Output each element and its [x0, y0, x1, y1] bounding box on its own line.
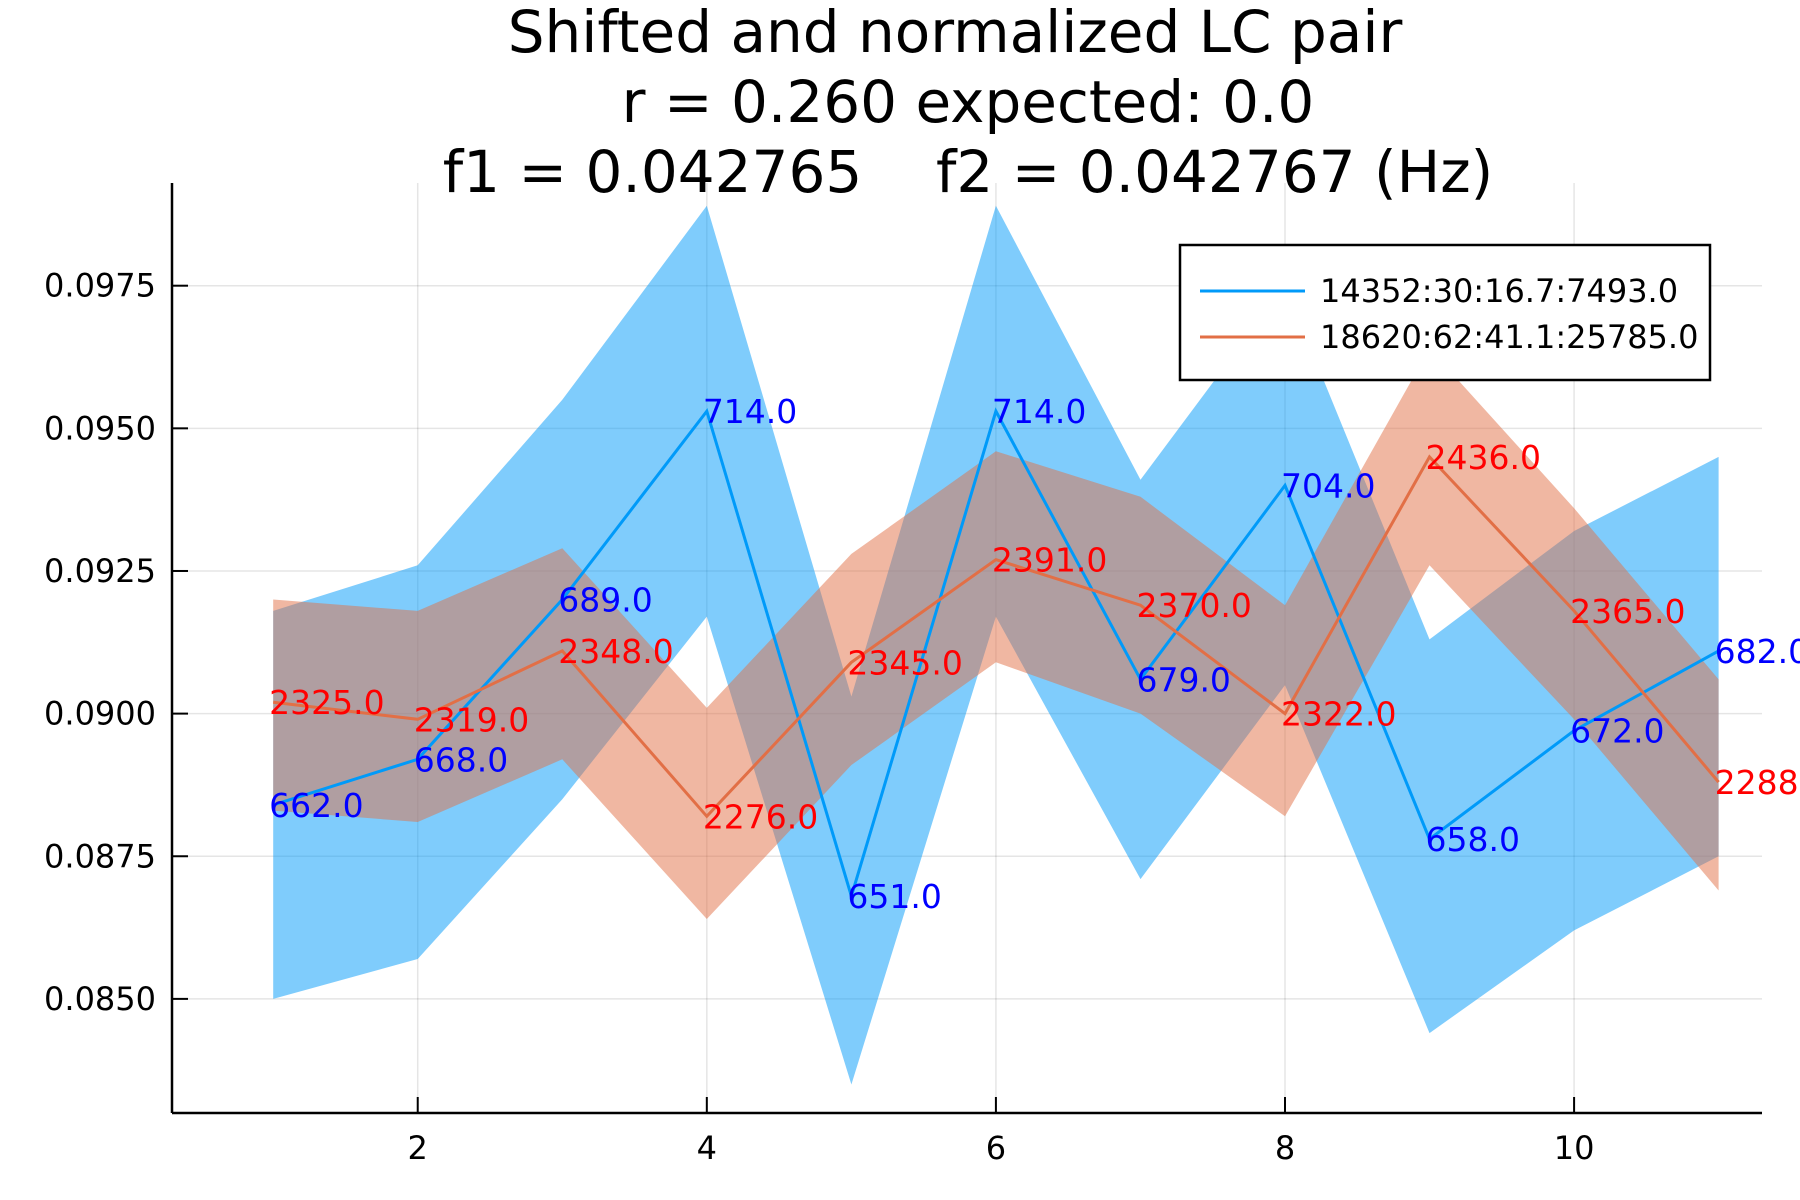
y-tick-label-0: 0.0850	[44, 980, 156, 1018]
series-2-point-label-1: 2319.0	[414, 700, 529, 739]
x-tick-label-2: 6	[986, 1129, 1006, 1167]
series-2-point-label-9: 2365.0	[1570, 592, 1685, 631]
data-labels: 662.0 668.0 689.0 714.0 651.0 714.0 679.0 704.0…	[269, 392, 1800, 916]
series-1-point-label-1: 668.0	[414, 740, 508, 779]
chart-title: Shifted and normalized LC pair r = 0.260…	[443, 0, 1494, 206]
series-1-point-label-8: 658.0	[1426, 820, 1520, 859]
series-1-point-label-2: 689.0	[558, 581, 652, 620]
series-1-point-label-7: 704.0	[1281, 466, 1375, 505]
series-1-point-label-0: 662.0	[269, 786, 363, 825]
legend-label-2: 18620:62:41.1:25785.0	[1320, 318, 1698, 356]
series-1-point-label-9: 672.0	[1570, 712, 1664, 751]
series-2-line	[273, 454, 1720, 819]
x-tick-label-4: 10	[1554, 1129, 1595, 1167]
y-tick-label-2: 0.0900	[44, 695, 156, 733]
series-2-point-label-4: 2345.0	[847, 643, 962, 682]
series-lines	[272, 407, 1720, 902]
y-tick-label-1: 0.0875	[44, 837, 156, 875]
series-2-point-label-7: 2322.0	[1281, 695, 1396, 734]
series-2-point-label-3: 2276.0	[703, 797, 818, 836]
x-tick-label-3: 8	[1275, 1129, 1295, 1167]
legend: 14352:30:16.7:7493.0 18620:62:41.1:25785.…	[1178, 243, 1712, 382]
series-2-band	[273, 348, 1719, 919]
y-tick-label-3: 0.0925	[44, 552, 156, 590]
title-line-2: r = 0.260 expected: 0.0	[622, 68, 1315, 136]
series-2-point-label-5: 2391.0	[992, 541, 1107, 580]
series-1-point-label-4: 651.0	[847, 877, 941, 916]
series-2-point-label-8: 2436.0	[1426, 438, 1541, 477]
legend-box	[1178, 243, 1712, 382]
series-1-band	[273, 205, 1719, 1085]
error-bands	[273, 205, 1719, 1085]
y-tick-label-4: 0.0950	[44, 409, 156, 447]
series-2-point-label-2: 2348.0	[558, 632, 673, 671]
x-tick-label-0: 2	[408, 1129, 428, 1167]
series-1-point-label-6: 679.0	[1136, 660, 1230, 699]
series-2-point-label-10: 2288.0	[1715, 763, 1800, 802]
series-1-point-label-3: 714.0	[703, 392, 797, 431]
title-line-3: f1 = 0.042765 f2 = 0.042767 (Hz)	[443, 138, 1494, 206]
axes	[170, 183, 1762, 1115]
title-line-1: Shifted and normalized LC pair	[508, 0, 1403, 66]
series-2-point-label-6: 2370.0	[1136, 586, 1251, 625]
series-1-line	[272, 407, 1720, 902]
x-tick-label-1: 4	[697, 1129, 717, 1167]
series-1-point-label-10: 682.0	[1715, 632, 1800, 671]
legend-label-1: 14352:30:16.7:7493.0	[1320, 272, 1678, 310]
y-tick-label-5: 0.0975	[44, 267, 156, 305]
series-1-point-label-5: 714.0	[992, 392, 1086, 431]
series-2-point-label-0: 2325.0	[269, 683, 384, 722]
